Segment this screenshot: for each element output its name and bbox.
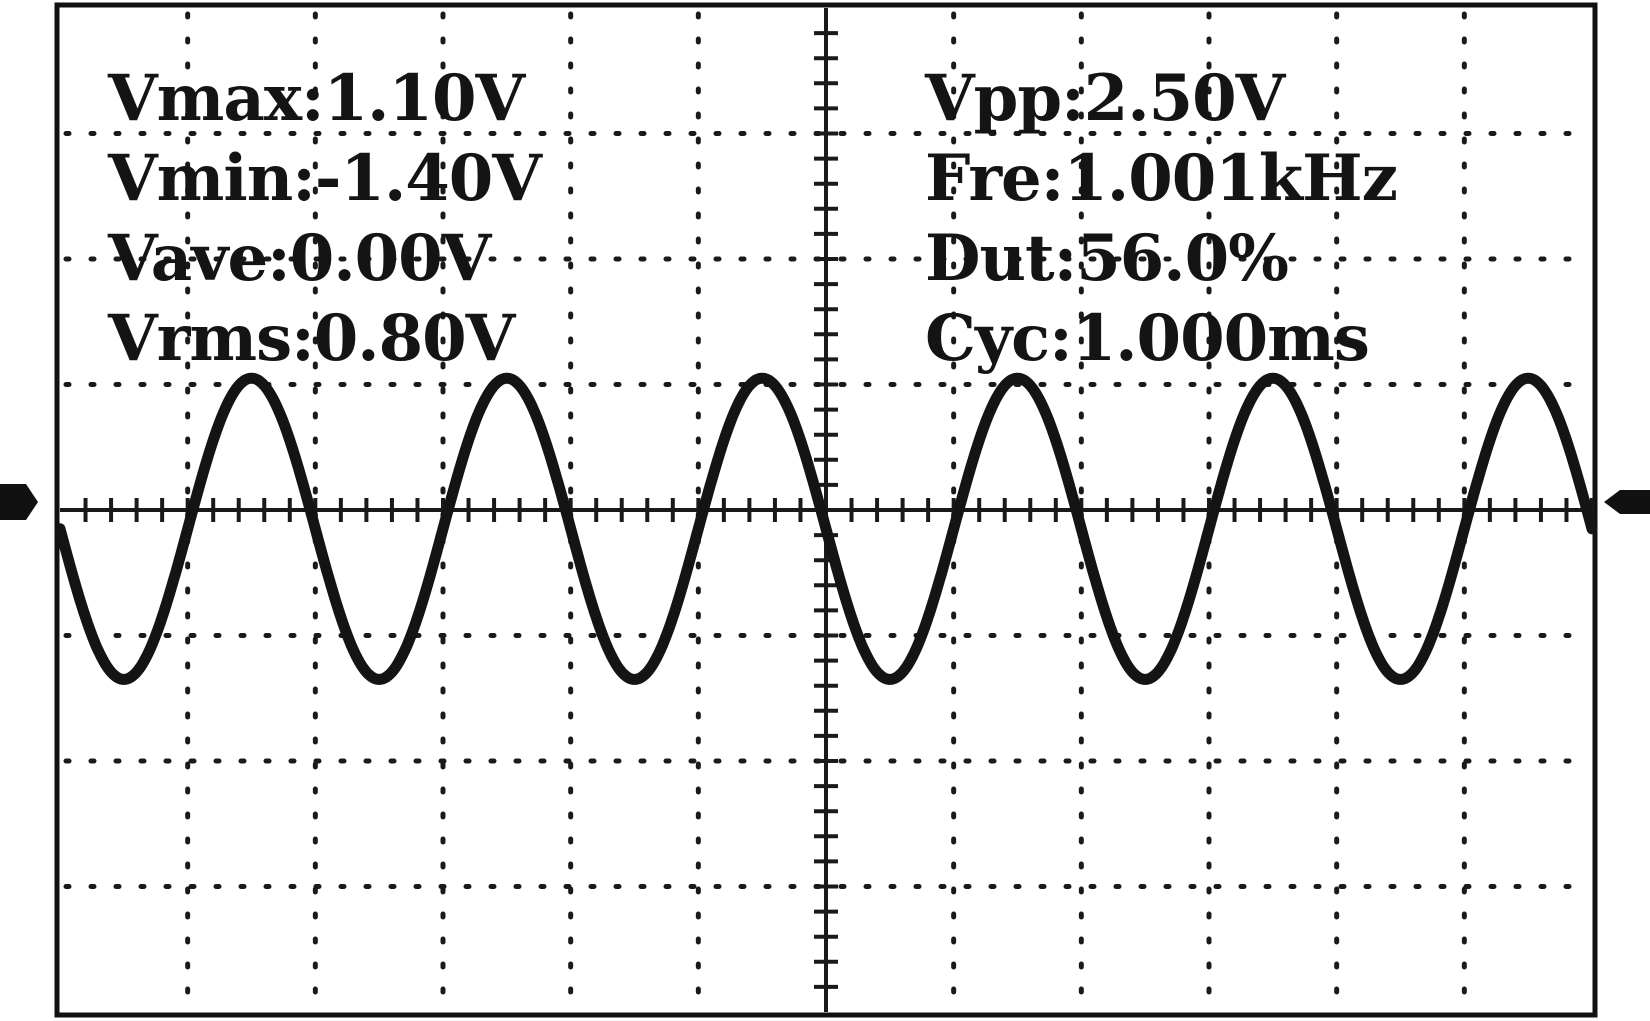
vpp-readout: Vpp:2.50V [924, 61, 1287, 136]
center-axes [60, 8, 1594, 1012]
vmax-readout: Vmax:1.10V [107, 61, 527, 136]
vrms-readout: Vrms:0.80V [107, 301, 517, 376]
measurements-right: Vpp:2.50V Fre:1.001kHz Dut:56.0% Cyc:1.0… [924, 61, 1398, 376]
period-readout: Cyc:1.000ms [925, 301, 1369, 376]
screen-border [54, 2, 1598, 1018]
vmin-readout: Vmin:-1.40V [107, 141, 543, 216]
trigger-marker-icon [1604, 490, 1650, 514]
measurements-left: Vmax:1.10V Vmin:-1.40V Vave:0.00V Vrms:0… [107, 61, 544, 376]
vave-readout: Vave:0.00V [107, 221, 493, 296]
signal-trace [54, 372, 1598, 685]
frequency-readout: Fre:1.001kHz [925, 141, 1397, 216]
grid [63, 11, 1589, 1009]
ground-marker-icon [0, 484, 38, 520]
duty-cycle-readout: Dut:56.0% [925, 221, 1288, 296]
